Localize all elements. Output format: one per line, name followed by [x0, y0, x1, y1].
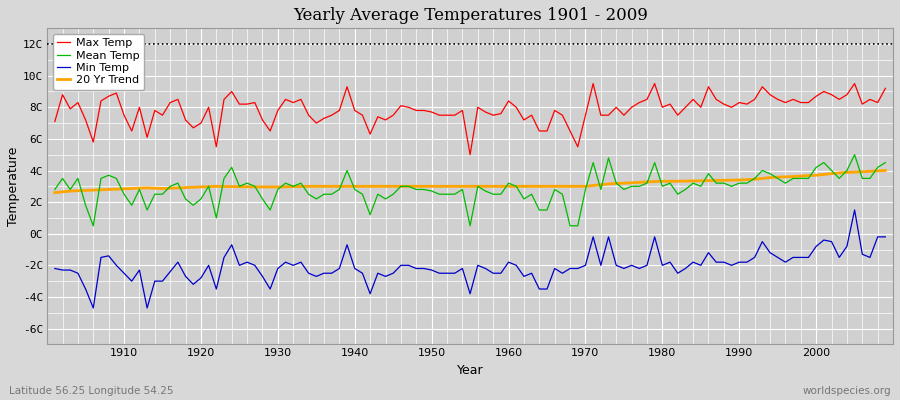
- Max Temp: [280, 97, 291, 102]
- Min Temp: [50, 266, 60, 271]
- Max Temp: [588, 81, 598, 86]
- Max Temp: [111, 91, 122, 96]
- Max Temp: [50, 119, 60, 124]
- Legend: Max Temp, Mean Temp, Min Temp, 20 Yr Trend: Max Temp, Mean Temp, Min Temp, 20 Yr Tre…: [53, 34, 144, 90]
- Mean Temp: [850, 152, 860, 157]
- Mean Temp: [603, 156, 614, 160]
- Mean Temp: [119, 192, 130, 197]
- Y-axis label: Temperature: Temperature: [7, 147, 20, 226]
- Max Temp: [880, 86, 891, 91]
- Text: Latitude 56.25 Longitude 54.25: Latitude 56.25 Longitude 54.25: [9, 386, 174, 396]
- Mean Temp: [88, 224, 99, 228]
- Min Temp: [334, 266, 345, 271]
- Mean Temp: [503, 181, 514, 186]
- Min Temp: [603, 234, 614, 239]
- Max Temp: [327, 113, 338, 118]
- Mean Temp: [334, 187, 345, 192]
- Mean Temp: [50, 187, 60, 192]
- Mean Temp: [288, 184, 299, 189]
- Line: Mean Temp: Mean Temp: [55, 155, 886, 226]
- Max Temp: [511, 105, 522, 110]
- Min Temp: [288, 263, 299, 268]
- 20 Yr Trend: [50, 190, 60, 195]
- Line: 20 Yr Trend: 20 Yr Trend: [55, 170, 886, 193]
- Line: Max Temp: Max Temp: [55, 84, 886, 155]
- 20 Yr Trend: [327, 184, 338, 189]
- Max Temp: [464, 152, 475, 157]
- Mean Temp: [511, 184, 522, 189]
- 20 Yr Trend: [496, 184, 507, 189]
- 20 Yr Trend: [111, 187, 122, 192]
- 20 Yr Trend: [880, 168, 891, 173]
- Title: Yearly Average Temperatures 1901 - 2009: Yearly Average Temperatures 1901 - 2009: [292, 7, 647, 24]
- Min Temp: [850, 208, 860, 212]
- Text: worldspecies.org: worldspecies.org: [803, 386, 891, 396]
- 20 Yr Trend: [280, 184, 291, 189]
- Min Temp: [880, 234, 891, 239]
- 20 Yr Trend: [596, 182, 607, 187]
- Min Temp: [503, 260, 514, 264]
- Min Temp: [511, 263, 522, 268]
- Max Temp: [611, 105, 622, 110]
- Mean Temp: [880, 160, 891, 165]
- Max Temp: [503, 98, 514, 103]
- 20 Yr Trend: [503, 184, 514, 189]
- Min Temp: [119, 271, 130, 276]
- Min Temp: [88, 306, 99, 310]
- X-axis label: Year: Year: [457, 364, 483, 377]
- Line: Min Temp: Min Temp: [55, 210, 886, 308]
